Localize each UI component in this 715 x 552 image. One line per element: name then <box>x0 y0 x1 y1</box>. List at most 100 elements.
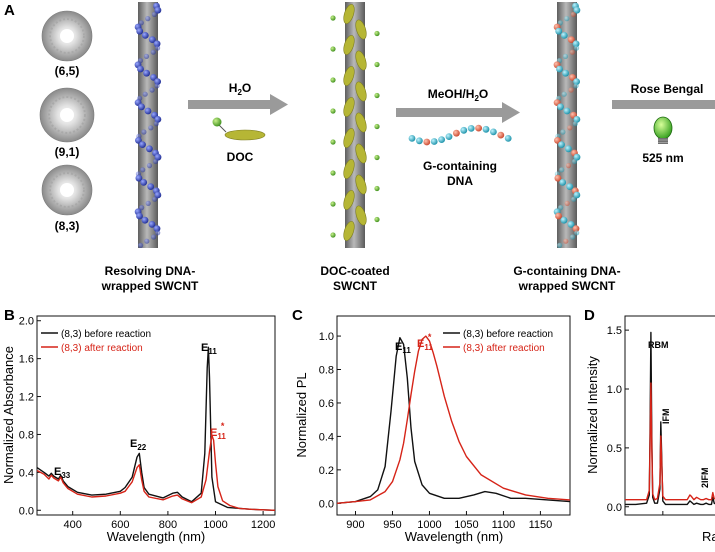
chirality-label-83: (8,3) <box>55 219 80 233</box>
dna-base-icon <box>153 158 159 164</box>
series-line-before <box>336 337 571 504</box>
annot-e33: E33 <box>54 466 71 480</box>
tube3-caption-line2: wrapped SWCNT <box>518 279 616 293</box>
x-tick-label: 400 <box>64 519 82 531</box>
panel-c-legend: (8,3) before reaction (8,3) after reacti… <box>443 329 553 354</box>
doc-label: DOC <box>227 150 254 164</box>
dna-base-icon <box>561 91 567 97</box>
dna-base-icon <box>153 225 161 233</box>
chirality-label-65: (6,5) <box>55 64 80 78</box>
doc-molecule-icon <box>343 159 355 179</box>
panel-b-legend: (8,3) before reaction (8,3) after reacti… <box>41 329 151 354</box>
tube2-caption-line2: SWCNT <box>333 279 378 293</box>
dna-base-icon <box>560 32 568 39</box>
doc-molecule-icon <box>343 97 355 117</box>
dna-base-icon <box>140 179 148 186</box>
dna-base-icon <box>569 49 575 55</box>
series-line-after <box>36 434 276 511</box>
annot-e11-star: E11* <box>417 332 433 352</box>
gdna-label-line1: G-containing <box>423 159 497 173</box>
dna-base-icon <box>151 11 157 17</box>
dna-base-icon <box>155 45 161 51</box>
y-tick-label: 0.0 <box>607 502 622 514</box>
dna-base-icon <box>557 103 564 111</box>
rose-bengal-label: Rose Bengal <box>631 82 704 96</box>
legend-label-after: (8,3) after reaction <box>61 343 143 354</box>
doc-molecule-icon <box>355 81 367 102</box>
panel-c-label: C <box>292 307 303 324</box>
dna-base-icon <box>570 234 576 240</box>
dna-base-icon <box>570 11 577 17</box>
y-tick-label: 0.5 <box>607 443 622 455</box>
annot-e11-star: E11* <box>210 421 226 441</box>
panel-c-xlabel: Wavelength (nm) <box>405 529 504 544</box>
panel-b-axes: 400 600 800 1000 1200 0.0 0.4 0.8 1.2 1.6 2.0 <box>19 316 276 531</box>
dna-base-icon <box>148 221 156 228</box>
dna-base-icon <box>567 125 573 131</box>
doc-headgroup-icon <box>374 123 380 130</box>
dna-base-icon <box>564 200 570 206</box>
dna-base-icon <box>568 87 574 93</box>
x-tick-label: 1150 <box>529 519 553 531</box>
dna-base-icon <box>572 121 579 127</box>
y-tick-label: 1.6 <box>19 354 34 366</box>
dna-base-icon <box>438 136 445 144</box>
chirality-wheel-65 <box>41 10 93 62</box>
doc-headgroup-icon <box>330 108 336 114</box>
dna-base-icon <box>148 125 154 131</box>
dna-base-icon <box>554 174 562 182</box>
dna-base-icon <box>475 124 482 132</box>
g-dna-wrapped-nanotube <box>553 2 581 248</box>
y-tick-label: 0.4 <box>319 431 334 443</box>
y-tick-label: 1.2 <box>19 392 34 404</box>
dna-base-icon <box>155 230 161 236</box>
x-tick-label: 1000 <box>417 519 441 531</box>
dna-base-icon <box>557 20 563 26</box>
dna-base-icon <box>135 174 143 182</box>
dna-base-icon <box>573 83 579 89</box>
dna-base-icon <box>567 221 575 228</box>
y-tick-label: 0.8 <box>319 365 334 377</box>
panel-b-ylabel: Normalized Absorbance <box>1 346 16 484</box>
dna-base-icon <box>144 238 150 244</box>
annot-rbm: RBM <box>648 340 669 350</box>
dna-base-icon <box>146 145 153 153</box>
panel-d-frame <box>624 315 715 516</box>
gdna-label-line2: DNA <box>447 174 473 188</box>
dna-base-icon <box>135 137 142 144</box>
series-line-before <box>625 331 715 506</box>
y-tick-label: 0.6 <box>319 398 334 410</box>
dna-base-icon <box>152 196 158 202</box>
doc-coated-nanotube <box>330 2 380 248</box>
dna-base-icon <box>453 129 460 137</box>
light-wavelength-label: 525 nm <box>642 151 683 165</box>
dna-base-icon <box>150 49 156 55</box>
dna-base-icon <box>482 125 490 133</box>
dna-base-icon <box>573 191 581 199</box>
doc-headgroup-icon <box>330 77 336 83</box>
x-tick-label: 1200 <box>251 519 275 531</box>
dna-base-icon <box>564 16 570 22</box>
dna-base-icon <box>573 6 581 14</box>
dna-base-icon <box>504 135 512 142</box>
doc-molecule-icon <box>355 112 367 133</box>
dna-base-icon <box>142 91 148 97</box>
dna-base-icon <box>138 103 145 111</box>
dna-base-icon <box>148 36 156 43</box>
dna-base-icon <box>137 65 144 73</box>
dna-base-icon <box>408 135 416 142</box>
dna-base-icon <box>556 65 563 73</box>
x-tick-label: 950 <box>383 519 401 531</box>
x-tick-label: 1100 <box>492 519 516 531</box>
dna-base-icon <box>571 196 577 202</box>
annot-ifm: IFM <box>661 409 671 425</box>
dna-base-icon <box>555 27 563 35</box>
chirality-label-91: (9,1) <box>55 145 80 159</box>
dna-base-icon <box>143 69 151 77</box>
dna-base-icon <box>569 74 576 81</box>
dna-base-icon <box>154 191 162 199</box>
light-bulb-icon <box>653 116 673 144</box>
y-tick-label: 0.0 <box>19 505 34 517</box>
doc-molecule-icon <box>343 4 355 24</box>
